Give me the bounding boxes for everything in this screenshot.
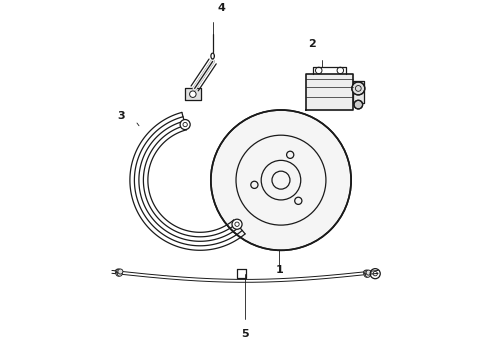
Circle shape (364, 272, 369, 277)
Circle shape (366, 270, 371, 275)
Circle shape (117, 269, 122, 274)
Polygon shape (306, 74, 353, 110)
Circle shape (352, 82, 365, 95)
Circle shape (365, 270, 370, 275)
Circle shape (354, 100, 363, 109)
Circle shape (190, 91, 196, 98)
Circle shape (117, 271, 122, 276)
Text: 4: 4 (218, 3, 225, 13)
Polygon shape (353, 81, 364, 103)
Text: 3: 3 (117, 111, 125, 121)
Circle shape (115, 269, 121, 274)
Polygon shape (185, 89, 201, 100)
Text: 5: 5 (241, 329, 249, 339)
Circle shape (364, 270, 368, 275)
Circle shape (232, 219, 242, 229)
Text: 1: 1 (275, 265, 283, 275)
Text: 2: 2 (308, 39, 316, 49)
Circle shape (180, 120, 190, 130)
Circle shape (116, 271, 121, 276)
Circle shape (118, 269, 123, 274)
Circle shape (211, 110, 351, 250)
Circle shape (366, 272, 370, 277)
